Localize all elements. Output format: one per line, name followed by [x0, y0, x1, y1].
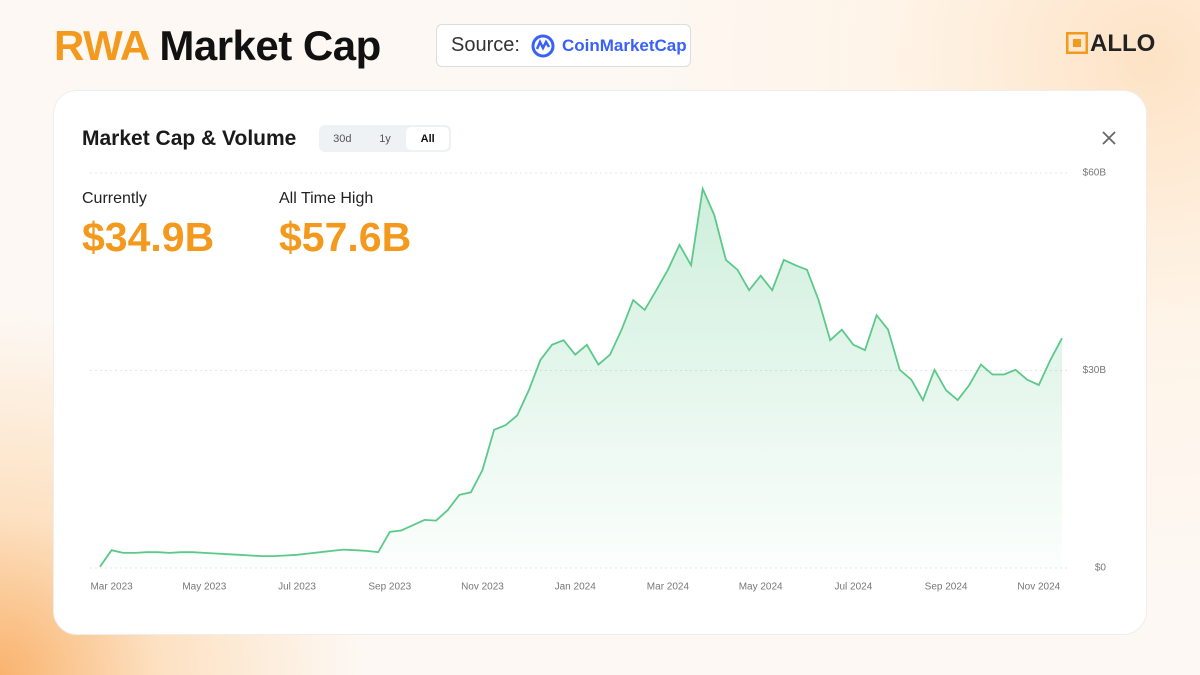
cmc-logo — [531, 34, 555, 57]
tab[interactable]: 1y — [379, 132, 391, 145]
x-tick-label: Nov 2024 — [1017, 582, 1060, 593]
stat-value: $34.9B — [82, 214, 215, 260]
y-tick-label: $30B — [1083, 365, 1107, 376]
tab[interactable]: 30d — [333, 132, 352, 145]
brand-icon — [1066, 32, 1088, 54]
x-tick-label: May 2024 — [739, 582, 783, 593]
source-label: Source: — [451, 34, 520, 56]
x-tick-label: Mar 2023 — [90, 582, 133, 593]
title-main: Market Cap — [159, 22, 381, 69]
x-tick-label: Mar 2024 — [647, 582, 690, 593]
title-accent: RWA — [54, 22, 149, 69]
stat-value: $57.6B — [279, 214, 412, 260]
tab[interactable]: All — [406, 127, 450, 150]
close-button[interactable] — [1102, 131, 1116, 145]
x-tick-label: Jul 2024 — [834, 582, 872, 593]
source-name: CoinMarketCap — [561, 35, 687, 55]
source-box: Source: CoinMarketCap — [436, 24, 691, 67]
card-title: Market Cap & Volume — [82, 127, 297, 150]
y-tick-label: $0 — [1095, 563, 1107, 574]
x-tick-label: Nov 2023 — [461, 582, 504, 593]
x-tick-label: Jan 2024 — [555, 582, 597, 593]
x-tick-label: Sep 2024 — [925, 582, 968, 593]
x-tick-label: May 2023 — [182, 582, 226, 593]
title: RWA Market Cap — [54, 22, 381, 70]
tabs: 30d 1y All — [319, 125, 451, 152]
x-tick-label: Jul 2023 — [278, 582, 316, 593]
stat-label: Currently — [82, 190, 147, 207]
brand: ALLO — [1090, 30, 1156, 57]
stat-label: All Time High — [279, 190, 374, 207]
x-tick-label: Sep 2023 — [368, 582, 411, 593]
area — [100, 188, 1062, 569]
line — [99, 185, 1063, 568]
y-tick-label: $60B — [1083, 168, 1107, 179]
